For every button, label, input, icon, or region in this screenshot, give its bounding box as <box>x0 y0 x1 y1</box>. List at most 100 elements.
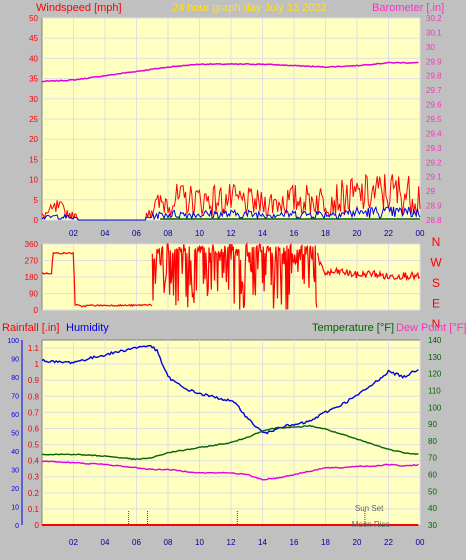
y-tick-label: 270 <box>25 257 39 266</box>
y-tick-label: 15 <box>29 155 38 164</box>
x-axis-ticks: 02 04 06 08 10 12 14 16 18 20 22 00 <box>69 538 425 547</box>
y-tick-label: 0 <box>35 521 40 530</box>
x-tick-label: 08 <box>164 538 173 547</box>
y-tick-label: 35 <box>29 75 38 84</box>
series-layer <box>41 242 421 310</box>
series-line-humidity <box>41 344 419 435</box>
y-tick-label: 25 <box>29 115 38 124</box>
y-tick-label: 100 <box>428 403 442 412</box>
y-tick-label: 20 <box>11 486 19 493</box>
y-tick-label: 60 <box>11 412 19 419</box>
y-tick-label: 50 <box>11 431 19 438</box>
y-tick-label: 29.5 <box>426 115 442 124</box>
series-layer <box>41 61 421 221</box>
y-tick-label: 30 <box>11 468 19 475</box>
y-tick-label: 29.1 <box>426 173 442 182</box>
x-tick-label: 16 <box>290 538 299 547</box>
x-tick-label: 08 <box>164 229 173 238</box>
y-tick-label: 45 <box>29 34 38 43</box>
humidity-label: Humidity <box>66 322 109 334</box>
compass-label: S <box>432 276 440 290</box>
x-tick-label: 10 <box>195 229 204 238</box>
dewpoint-label: Dew Point [°F] <box>396 322 466 334</box>
x-tick-label: 22 <box>384 229 393 238</box>
y-tick-label: 50 <box>428 487 437 496</box>
y-tick-label: 50 <box>29 14 38 23</box>
x-tick-label: 18 <box>321 229 330 238</box>
series-layer <box>41 344 419 526</box>
x-tick-label: 02 <box>69 229 78 238</box>
y-tick-label: 29.7 <box>426 86 442 95</box>
series-line-barometer <box>41 61 419 83</box>
y-tick-label: 0.6 <box>28 424 40 433</box>
y-tick-label: 29 <box>426 187 435 196</box>
rainfall-label: Rainfall [.in] <box>2 322 59 334</box>
x-axis-ticks: 02 04 06 08 10 12 14 16 18 20 22 00 <box>69 229 425 238</box>
x-tick-label: 00 <box>416 538 425 547</box>
x-tick-label: 20 <box>353 229 362 238</box>
x-tick-label: 04 <box>101 538 110 547</box>
y-tick-label: 0.7 <box>28 408 40 417</box>
y-tick-label: 90 <box>29 290 38 299</box>
x-tick-label: 22 <box>384 538 393 547</box>
x-tick-label: 06 <box>132 229 141 238</box>
y-tick-label: 20 <box>29 135 38 144</box>
gridlines <box>42 17 421 221</box>
y-tick-label: 5 <box>34 196 39 205</box>
y-tick-label: 28.9 <box>426 202 442 211</box>
y-tick-label: 70 <box>428 454 437 463</box>
y-tick-label: 40 <box>428 504 437 513</box>
y-tick-label: 0.2 <box>28 489 40 498</box>
y-tick-label: 1 <box>35 360 40 369</box>
y-tick-label: 130 <box>428 353 442 362</box>
y-tick-label: 80 <box>11 375 19 382</box>
y-tick-label: 29.3 <box>426 144 442 153</box>
y-tick-label: 0.5 <box>28 441 40 450</box>
moonrise-label: Moon Rise <box>352 520 391 529</box>
y-tick-label: 180 <box>25 273 39 282</box>
sunset-label: Sun Set <box>355 504 384 513</box>
y-tick-label: 90 <box>11 357 19 364</box>
windspeed-label: Windspeed [mph] <box>36 2 122 14</box>
y-tick-label: 80 <box>428 437 437 446</box>
y-tick-label: 0.4 <box>28 457 40 466</box>
y-axis-rainfall: 0 0.1 0.2 0.3 0.4 0.5 0.6 0.7 0.8 0.9 1 1.1 <box>28 344 40 530</box>
y-tick-label: 29.9 <box>426 57 442 66</box>
x-tick-label: 16 <box>290 229 299 238</box>
x-tick-label: 02 <box>69 538 78 547</box>
y-axis-left-windspeed: 0 5 10 15 20 25 30 35 40 45 50 <box>29 14 38 225</box>
y-tick-label: 0.8 <box>28 392 40 401</box>
x-tick-label: 14 <box>258 229 267 238</box>
y-tick-label: 40 <box>29 54 38 63</box>
y-tick-label: 0 <box>34 216 39 225</box>
y-tick-label: 10 <box>29 176 38 185</box>
series-line-average <box>41 205 421 221</box>
y-tick-label: 30.1 <box>426 28 442 37</box>
y-tick-label: 29.4 <box>426 129 442 138</box>
series-line-direction <box>317 252 421 282</box>
series-line-direction <box>41 251 153 308</box>
y-tick-label: 28.8 <box>426 216 442 225</box>
y-tick-label: 60 <box>428 471 437 480</box>
x-tick-label: 12 <box>227 538 236 547</box>
y-tick-label: 100 <box>7 338 19 345</box>
y-tick-label: 90 <box>428 420 437 429</box>
y-tick-label: 0.3 <box>28 473 40 482</box>
chart-title: 24 hour graph day July 13 2022 <box>172 2 327 14</box>
x-tick-label: 04 <box>101 229 110 238</box>
y-axis-right-barometer: 28.8 28.9 29 29.1 29.2 29.3 29.4 29.5 29.6 29.7 29… <box>426 14 442 225</box>
y-axis-humidity: 0 10 20 30 40 50 60 70 80 90 100 <box>7 338 23 530</box>
x-tick-label: 18 <box>321 538 330 547</box>
x-tick-label: 06 <box>132 538 141 547</box>
y-tick-label: 29.8 <box>426 72 442 81</box>
x-tick-label: 14 <box>258 538 267 547</box>
y-tick-label: 140 <box>428 336 442 345</box>
y-tick-label: 30 <box>428 521 437 530</box>
temperature-label: Temperature [°F] <box>312 322 394 334</box>
y-tick-label: 30 <box>426 43 435 52</box>
compass-label: E <box>432 297 440 311</box>
y-tick-label: 29.2 <box>426 158 442 167</box>
